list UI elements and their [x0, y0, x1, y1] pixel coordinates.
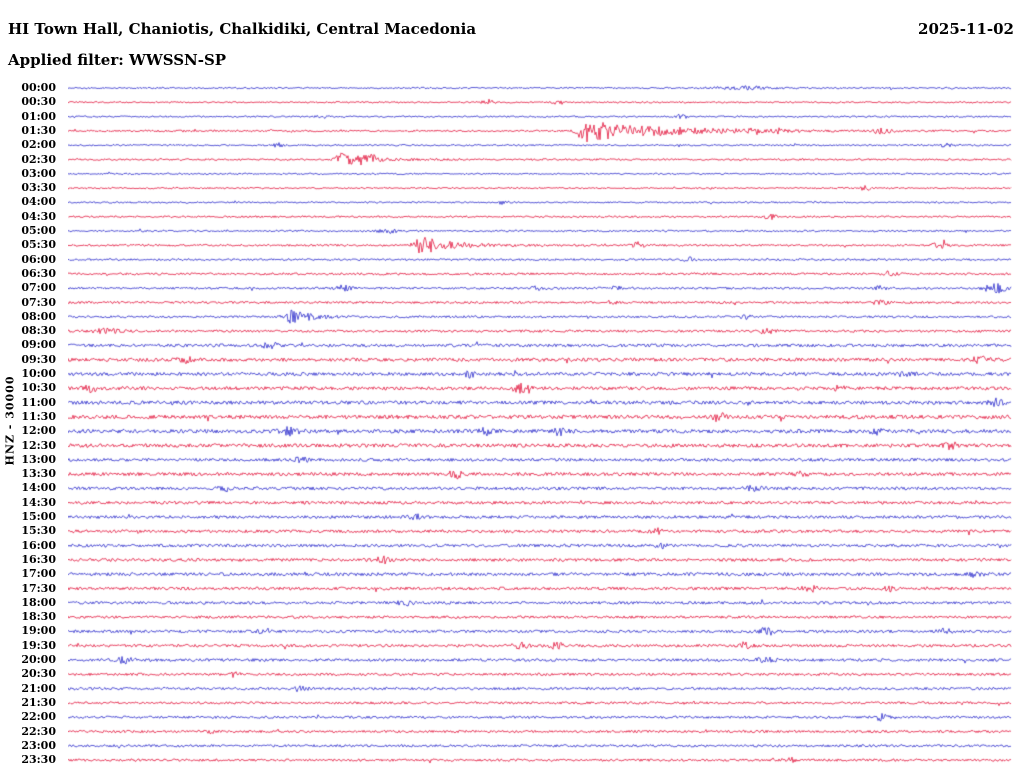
- time-label: 16:30: [21, 552, 56, 566]
- header: HI Town Hall, Chaniotis, Chalkidiki, Cen…: [8, 20, 1014, 38]
- time-label: 09:00: [21, 338, 56, 352]
- seismogram-canvas: [68, 80, 1012, 770]
- time-label: 01:30: [21, 123, 56, 137]
- time-label: 19:30: [21, 638, 56, 652]
- time-label: 14:30: [21, 495, 56, 509]
- time-label: 14:00: [21, 481, 56, 495]
- time-label: 11:30: [21, 409, 56, 423]
- time-label: 16:00: [21, 538, 56, 552]
- time-label: 23:00: [21, 738, 56, 752]
- time-label: 22:00: [21, 710, 56, 724]
- time-label: 11:00: [21, 395, 56, 409]
- time-label: 02:30: [21, 152, 56, 166]
- time-label: 10:00: [21, 367, 56, 380]
- time-label: 01:00: [21, 109, 56, 123]
- time-label: 12:30: [21, 438, 56, 452]
- time-label: 21:30: [21, 695, 56, 709]
- time-label: 23:30: [21, 753, 56, 767]
- time-label: 18:00: [21, 595, 56, 609]
- time-label: 18:30: [21, 610, 56, 624]
- time-label: 00:00: [21, 81, 56, 94]
- time-label: 08:00: [21, 309, 56, 323]
- time-label: 20:30: [21, 667, 56, 681]
- time-label: 03:30: [21, 181, 56, 195]
- filter-label: Applied filter: WWSSN-SP: [8, 51, 227, 69]
- time-label: 22:30: [21, 724, 56, 738]
- time-label: 09:30: [21, 352, 56, 366]
- time-label: 06:00: [21, 252, 56, 266]
- time-label: 04:30: [21, 209, 56, 223]
- time-label: 05:00: [21, 224, 56, 237]
- time-label: 21:00: [21, 681, 56, 695]
- time-label: 08:30: [21, 324, 56, 338]
- time-label: 13:00: [21, 452, 56, 466]
- time-label: 13:30: [21, 467, 56, 481]
- time-label: 17:00: [21, 567, 56, 581]
- time-label: 19:00: [21, 624, 56, 638]
- time-label: 15:00: [21, 510, 56, 523]
- time-labels: 00:00 00:30 01:00 01:30 02:00 02:30 03:00 03:30…: [0, 80, 62, 770]
- time-label: 00:30: [21, 95, 56, 109]
- time-label: 15:30: [21, 524, 56, 538]
- time-label: 07:30: [21, 295, 56, 309]
- time-label: 03:00: [21, 166, 56, 180]
- page-title: HI Town Hall, Chaniotis, Chalkidiki, Cen…: [8, 20, 477, 38]
- time-label: 02:00: [21, 138, 56, 152]
- header-date: 2025-11-02: [918, 20, 1014, 38]
- time-label: 05:30: [21, 238, 56, 252]
- time-label: 17:30: [21, 581, 56, 595]
- time-label: 20:00: [21, 653, 56, 666]
- time-label: 04:00: [21, 195, 56, 209]
- time-label: 06:30: [21, 266, 56, 280]
- time-label: 10:30: [21, 381, 56, 395]
- time-label: 07:00: [21, 281, 56, 295]
- time-label: 12:00: [21, 424, 56, 438]
